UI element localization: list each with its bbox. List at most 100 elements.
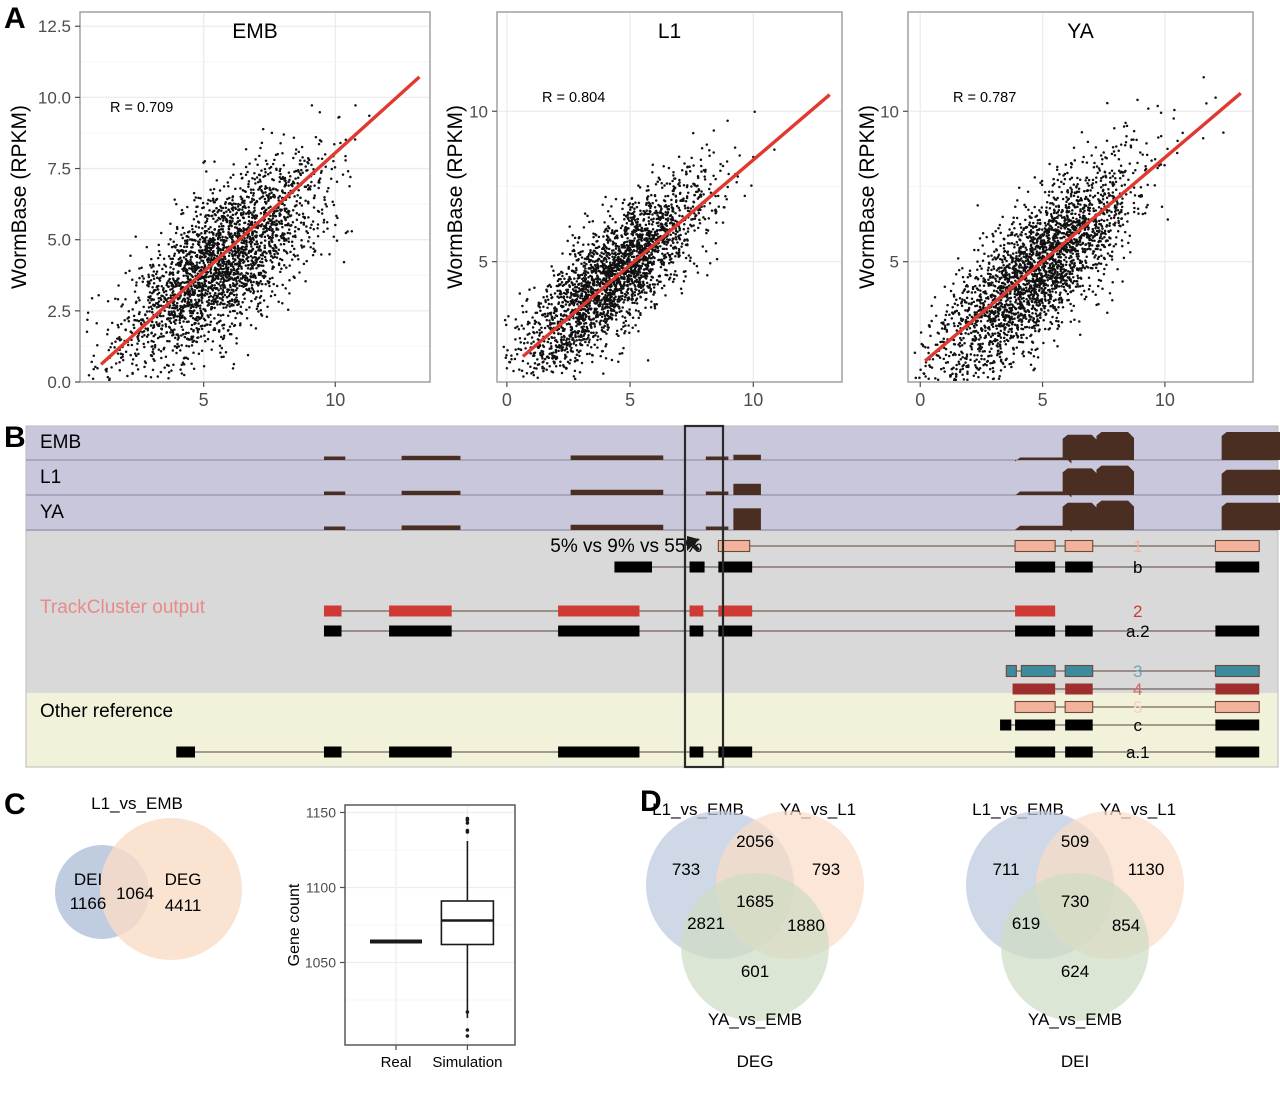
transcript-exon: [1214, 664, 1260, 678]
transcript-name: b: [1133, 558, 1142, 577]
venn-title: L1_vs_EMB: [91, 794, 183, 813]
transcript-exon: [558, 605, 640, 617]
coverage-track-L1: L1: [26, 465, 1280, 498]
coverage-track-YA: YA: [26, 500, 1280, 532]
coverage-track-label: EMB: [40, 432, 81, 453]
venn-count-ab: 2056: [736, 832, 774, 851]
gridlines: [498, 13, 841, 381]
boxplot-category-label: Real: [381, 1054, 412, 1071]
transcript-name: a.1: [1126, 743, 1150, 762]
y-axis-title: WormBase (RPKM): [8, 105, 31, 289]
venn-count-dei-only: 1166: [70, 894, 107, 913]
venn-label-dei: DEI: [74, 870, 102, 889]
transcript-model-c: c: [1000, 716, 1260, 735]
venn-circle-c: [1001, 873, 1149, 1021]
x-tick-label: 5: [199, 390, 209, 410]
cursor-arrow-icon: [687, 536, 700, 552]
transcript-name: a.2: [1126, 622, 1150, 641]
transcript-name: 4: [1133, 680, 1142, 699]
transcript-exon: [689, 561, 705, 573]
x-tick-label: 10: [1155, 390, 1175, 410]
venn-set-label-c: YA_vs_EMB: [708, 1010, 802, 1029]
transcript-exon: [1015, 625, 1056, 637]
transcript-exon: [1015, 746, 1056, 758]
transcript-exon: [689, 625, 704, 637]
y-tick-label: 12.5: [38, 17, 71, 36]
transcript-name: 1: [1133, 537, 1142, 556]
transcript-exon: [1215, 561, 1260, 573]
plot-title: YA: [1067, 20, 1093, 43]
transcript-exon: [1215, 683, 1260, 695]
plot-title: EMB: [232, 20, 278, 43]
correlation-label: R = 0.787: [953, 90, 1016, 106]
transcript-exon: [1214, 539, 1260, 553]
x-tick-label: 10: [325, 390, 345, 410]
transcript-exon: [1012, 683, 1056, 695]
transcript-name: 5: [1133, 698, 1142, 717]
transcript-exon: [614, 561, 652, 573]
transcript-exon: [1065, 746, 1093, 758]
transcript-exon: [1065, 683, 1093, 695]
transcript-exon: [1214, 700, 1260, 714]
transcript-exon: [1014, 539, 1056, 553]
venn-count-ab: 509: [1061, 832, 1089, 851]
x-tick-label: 0: [915, 390, 925, 410]
x-tick-label: 5: [625, 390, 635, 410]
plot-frame: [907, 11, 1254, 383]
transcript-name: 2: [1133, 602, 1142, 621]
transcript-exon: [1014, 700, 1056, 714]
trackcluster-section-label: TrackCluster output: [40, 597, 206, 618]
transcript-exon: [1020, 664, 1056, 678]
y-axis-title: WormBase (RPKM): [856, 105, 879, 289]
venn-count-a-only: 733: [672, 860, 700, 879]
panel-d-letter: D: [640, 785, 662, 818]
x-tick-label: 10: [743, 390, 763, 410]
transcript-name: 3: [1133, 662, 1142, 681]
transcript-model-a.1: a.1: [176, 743, 1260, 762]
other-reference-section-label: Other reference: [40, 701, 173, 722]
scatter-plot-EMB: EMB R = 0.709 0.0 2.5 5.0 7.5 10.0 12.5 5 10 WormB…: [8, 11, 431, 410]
transcript-exon: [1015, 719, 1056, 731]
transcript-exon: [1065, 719, 1093, 731]
transcript-exon: [1065, 625, 1093, 637]
transcript-model-2: 2: [323, 602, 1143, 621]
venn-circle-c: [681, 873, 829, 1021]
transcript-exon: [323, 625, 342, 637]
transcript-exon: [1215, 746, 1260, 758]
y-tick-label: 5: [890, 253, 899, 272]
trend-line: [521, 93, 831, 358]
transcript-exon: [1215, 625, 1260, 637]
coverage-track-EMB: EMB: [26, 432, 1280, 464]
transcript-exon: [1215, 719, 1260, 731]
panel-b-letter: B: [4, 421, 26, 454]
transcript-exon: [1015, 561, 1056, 573]
panel-d: D L1_vs_EMB YA_vs_L1 733 793 2056 1685 2821 188…: [620, 785, 1280, 1097]
transcript-exon: [718, 625, 753, 637]
y-tick-label: 5: [479, 253, 488, 272]
venn-set-label-c: YA_vs_EMB: [1028, 1010, 1122, 1029]
plot-title: L1: [658, 20, 681, 43]
highlight-region-box: [683, 424, 725, 769]
panel-c: C L1_vs_EMB DEI 1166 1064 DEG 4411 1050 1100 115…: [0, 785, 600, 1097]
transcript-exon: [1005, 664, 1017, 678]
panel-b-browser: EMB L1 YA TrackCluster output Other referenc…: [25, 424, 1280, 769]
y-tick-label: 10: [469, 102, 488, 121]
y-tick-label: 0.0: [47, 373, 71, 392]
venn-count-a-only: 711: [992, 860, 1019, 879]
transcript-exon: [689, 746, 704, 758]
venn-count-b-only: 1130: [1128, 860, 1165, 879]
venn-count-ac: 2821: [687, 914, 725, 933]
correlation-label: R = 0.709: [110, 100, 173, 116]
venn-count-intersection: 1064: [116, 884, 154, 903]
transcript-exon: [558, 625, 640, 637]
transcript-model-5: 5: [1014, 698, 1260, 717]
venn-circle-deg: [100, 818, 242, 960]
y-tick-label: 5.0: [47, 231, 71, 250]
plot-frame: [79, 11, 431, 383]
venn-caption: DEI: [1061, 1052, 1089, 1071]
boxplot: 1050 1100 1150 Real Simulation Gene count: [286, 804, 516, 1071]
transcript-exon: [389, 605, 452, 617]
